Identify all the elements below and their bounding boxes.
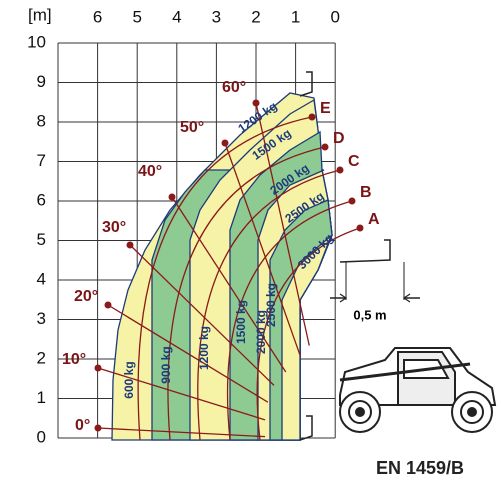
x-label: 1	[291, 7, 300, 26]
angle-dot	[95, 365, 102, 372]
standard-label: EN 1459/B	[376, 458, 464, 478]
position-label: D	[333, 130, 345, 147]
reach-dot	[322, 144, 329, 151]
x-label: 4	[172, 7, 181, 26]
angle-label: 50°	[180, 119, 204, 136]
unit-label: [m]	[28, 5, 52, 24]
angle-label: 30°	[102, 219, 126, 236]
y-label: 10	[27, 32, 46, 51]
y-label: 3	[37, 309, 46, 328]
position-label: E	[320, 100, 331, 117]
x-label: 5	[132, 7, 141, 26]
angle-dot	[95, 425, 102, 432]
y-label: 1	[37, 388, 46, 407]
y-label: 5	[37, 230, 46, 249]
position-label: C	[348, 153, 360, 170]
load-label: 1500 kg	[234, 300, 248, 344]
position-label: B	[360, 184, 372, 201]
y-label: 9	[37, 72, 46, 91]
angle-dot	[169, 194, 176, 201]
angle-dot	[127, 242, 134, 249]
dimension-label: 0,5 m	[353, 307, 386, 322]
angle-label: 0°	[75, 417, 90, 434]
reach-dot	[349, 198, 356, 205]
angle-dot	[222, 140, 229, 147]
y-label: 4	[37, 269, 46, 288]
y-label: 7	[37, 151, 46, 170]
load-label: 1200 kg	[197, 326, 211, 370]
y-label: 2	[37, 348, 46, 367]
y-label: 6	[37, 190, 46, 209]
position-label: A	[368, 211, 380, 228]
y-label: 0	[37, 427, 46, 446]
angle-label: 10°	[62, 351, 86, 368]
load-label: 600 kg	[122, 361, 136, 398]
angle-label: 20°	[74, 288, 98, 305]
angle-label: 40°	[138, 163, 162, 180]
x-label: 6	[93, 7, 102, 26]
reach-dot	[309, 114, 316, 121]
angle-label: 60°	[222, 79, 246, 96]
y-label: 8	[37, 111, 46, 130]
x-label: 0	[330, 7, 339, 26]
load-label: 2500 kg	[264, 283, 278, 327]
x-label: 3	[212, 7, 221, 26]
angle-dot	[253, 100, 260, 107]
reach-dot	[337, 167, 344, 174]
load-label: 900 kg	[159, 346, 173, 383]
x-label: 2	[251, 7, 260, 26]
angle-dot	[105, 302, 112, 309]
machine-icon	[340, 348, 495, 432]
reach-dot	[357, 225, 364, 232]
load-chart: [m]6543210109876543210ABCDE0°10°20°30°40…	[0, 0, 501, 484]
